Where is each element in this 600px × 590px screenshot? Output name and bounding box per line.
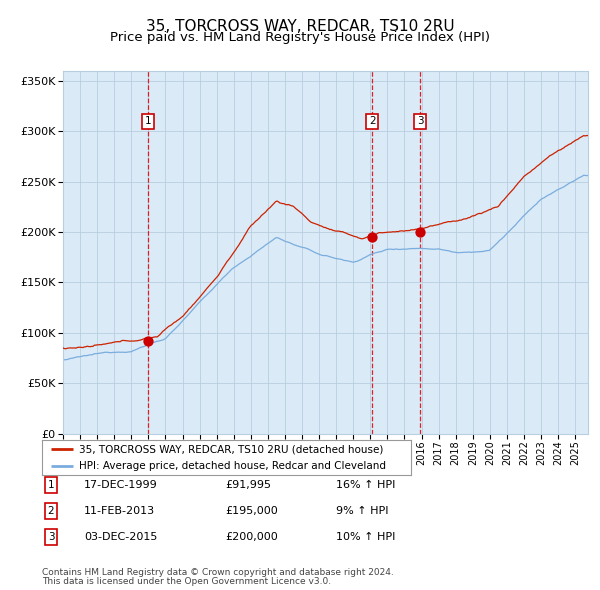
Text: £195,000: £195,000: [225, 506, 278, 516]
Text: 16% ↑ HPI: 16% ↑ HPI: [336, 480, 395, 490]
Text: 35, TORCROSS WAY, REDCAR, TS10 2RU: 35, TORCROSS WAY, REDCAR, TS10 2RU: [146, 19, 454, 34]
Text: 9% ↑ HPI: 9% ↑ HPI: [336, 506, 389, 516]
Text: 1: 1: [47, 480, 55, 490]
Point: [143, 336, 152, 346]
Point: [415, 227, 425, 237]
Text: 2: 2: [369, 116, 376, 126]
Text: Contains HM Land Registry data © Crown copyright and database right 2024.: Contains HM Land Registry data © Crown c…: [42, 568, 394, 577]
Point: [367, 232, 377, 242]
Text: 3: 3: [47, 532, 55, 542]
Text: £200,000: £200,000: [225, 532, 278, 542]
Text: 3: 3: [417, 116, 424, 126]
Text: 35, TORCROSS WAY, REDCAR, TS10 2RU (detached house): 35, TORCROSS WAY, REDCAR, TS10 2RU (deta…: [79, 444, 383, 454]
Text: 10% ↑ HPI: 10% ↑ HPI: [336, 532, 395, 542]
Text: 2: 2: [47, 506, 55, 516]
Text: 1: 1: [145, 116, 151, 126]
Text: £91,995: £91,995: [225, 480, 271, 490]
Text: 17-DEC-1999: 17-DEC-1999: [84, 480, 158, 490]
Text: 11-FEB-2013: 11-FEB-2013: [84, 506, 155, 516]
Text: Price paid vs. HM Land Registry's House Price Index (HPI): Price paid vs. HM Land Registry's House …: [110, 31, 490, 44]
Text: This data is licensed under the Open Government Licence v3.0.: This data is licensed under the Open Gov…: [42, 577, 331, 586]
Text: HPI: Average price, detached house, Redcar and Cleveland: HPI: Average price, detached house, Redc…: [79, 461, 386, 471]
Text: 03-DEC-2015: 03-DEC-2015: [84, 532, 157, 542]
